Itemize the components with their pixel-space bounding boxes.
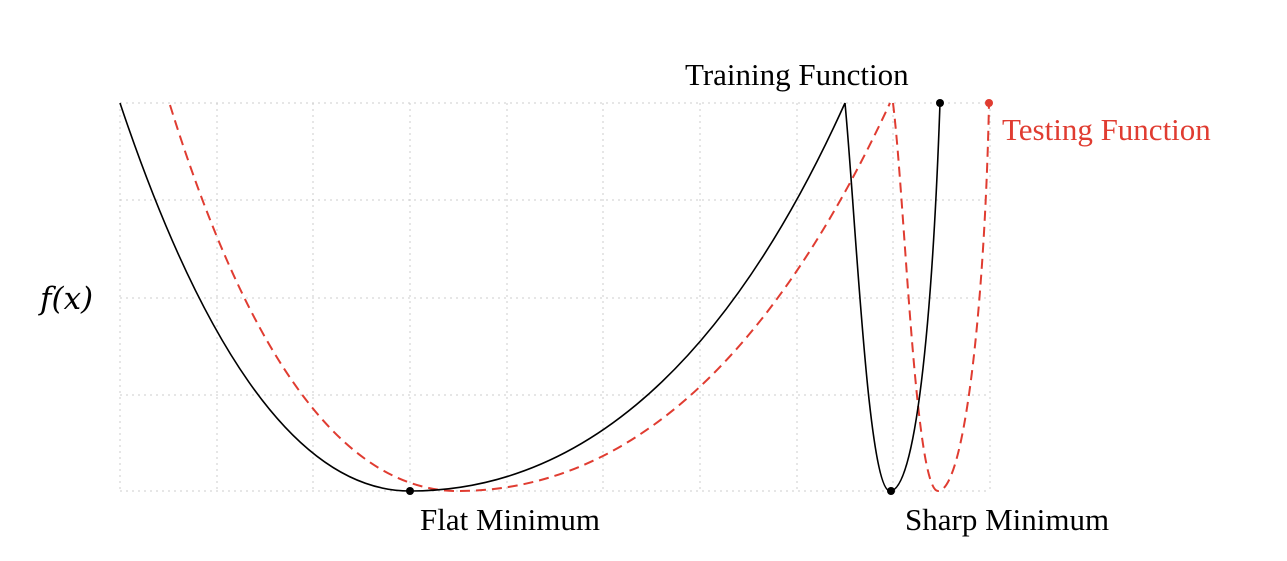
flat-minimum-label: Flat Minimum <box>420 502 600 537</box>
flat-minimum-point <box>406 487 414 495</box>
training-endpoint <box>936 99 944 107</box>
training-function-label: Training Function <box>685 57 909 92</box>
sharp-minimum-point <box>887 487 895 495</box>
training-function <box>119 102 941 492</box>
training-curve-flat-part <box>119 102 846 492</box>
testing-function-label: Testing Function <box>1002 112 1211 147</box>
sharp-minimum-label: Sharp Minimum <box>905 502 1109 537</box>
y-axis-label: f(x) <box>38 281 93 317</box>
testing-curve-sharp-part <box>892 102 990 493</box>
grid <box>119 102 991 492</box>
testing-endpoint <box>985 99 993 107</box>
testing-curve-flat-part <box>169 102 891 493</box>
testing-function <box>169 102 990 493</box>
